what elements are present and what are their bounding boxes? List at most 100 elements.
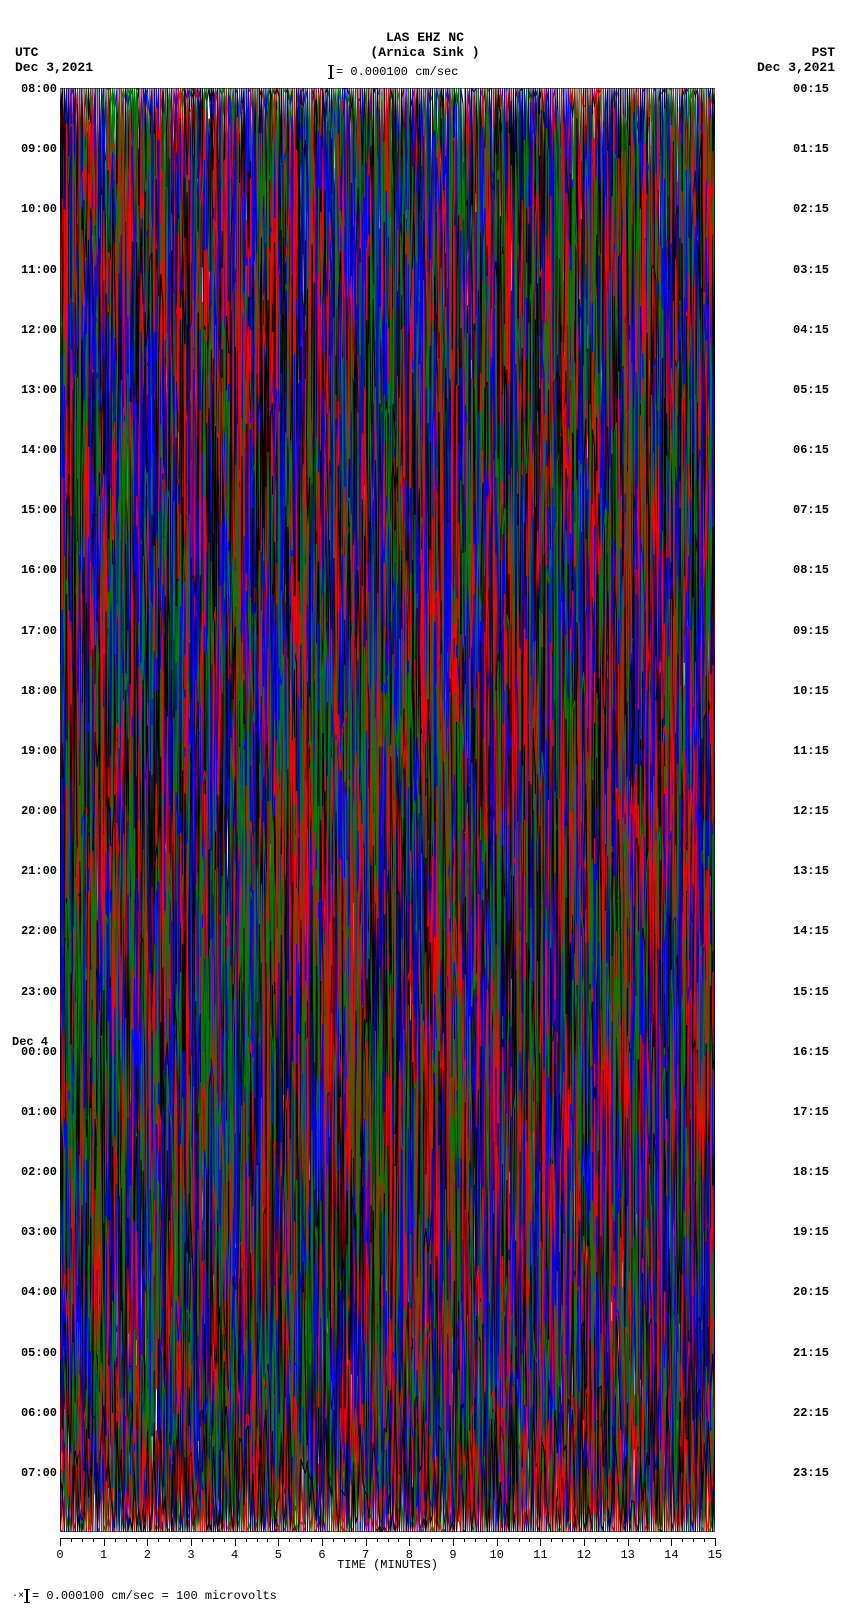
x-tick: 7 (366, 1538, 367, 1546)
tz-right-date: Dec 3,2021 (757, 60, 835, 75)
tz-left-label: UTC (15, 45, 93, 60)
scale-indicator: = 0.000100 cm/sec (330, 65, 458, 79)
x-tick-minor (388, 1538, 389, 1542)
x-tick: 1 (104, 1538, 105, 1546)
utc-time-label: 06:00 (21, 1406, 57, 1420)
utc-time-label: 21:00 (21, 864, 57, 878)
utc-time-label: 15:00 (21, 503, 57, 517)
x-tick-minor (213, 1538, 214, 1542)
x-tick: 13 (628, 1538, 629, 1546)
x-tick-minor (311, 1538, 312, 1542)
chart-title: LAS EHZ NC (Arnica Sink ) (0, 30, 850, 60)
pst-time-label: 02:15 (793, 202, 829, 216)
tz-right-label: PST (757, 45, 835, 60)
x-tick-minor (420, 1538, 421, 1542)
x-tick-minor (355, 1538, 356, 1542)
x-tick-minor (431, 1538, 432, 1542)
x-tick-minor (93, 1538, 94, 1542)
x-tick-minor (486, 1538, 487, 1542)
pst-time-label: 09:15 (793, 624, 829, 638)
x-tick-minor (246, 1538, 247, 1542)
x-tick-minor (136, 1538, 137, 1542)
utc-time-label: 07:00 (21, 1466, 57, 1480)
pst-time-label: 17:15 (793, 1105, 829, 1119)
pst-time-label: 04:15 (793, 323, 829, 337)
x-tick: 14 (671, 1538, 672, 1546)
pst-time-label: 08:15 (793, 563, 829, 577)
timezone-left: UTC Dec 3,2021 (15, 45, 93, 75)
pst-time-label: 15:15 (793, 985, 829, 999)
x-tick-minor (377, 1538, 378, 1542)
x-tick: 5 (278, 1538, 279, 1546)
x-tick: 4 (235, 1538, 236, 1546)
footer-scale-mark-icon (26, 1589, 28, 1603)
pst-time-labels: 00:1501:1502:1503:1504:1505:1506:1507:15… (793, 88, 838, 1532)
pst-time-label: 01:15 (793, 142, 829, 156)
x-tick-minor (529, 1538, 530, 1542)
pst-time-label: 07:15 (793, 503, 829, 517)
utc-time-label: 04:00 (21, 1285, 57, 1299)
x-tick-minor (595, 1538, 596, 1542)
x-tick-minor (606, 1538, 607, 1542)
utc-time-label: 10:00 (21, 202, 57, 216)
utc-time-label: 11:00 (21, 263, 57, 277)
x-tick-minor (289, 1538, 290, 1542)
x-tick-minor (519, 1538, 520, 1542)
pst-time-label: 00:15 (793, 82, 829, 96)
utc-time-labels: 08:0009:0010:0011:0012:0013:0014:0015:00… (12, 88, 57, 1532)
utc-time-label: 02:00 (21, 1165, 57, 1179)
x-tick-minor (639, 1538, 640, 1542)
x-tick-minor (71, 1538, 72, 1542)
pst-time-label: 23:15 (793, 1466, 829, 1480)
pst-time-label: 05:15 (793, 383, 829, 397)
x-tick-minor (82, 1538, 83, 1542)
timezone-right: PST Dec 3,2021 (757, 45, 835, 75)
x-tick-minor (442, 1538, 443, 1542)
x-tick-minor (300, 1538, 301, 1542)
x-tick: 2 (147, 1538, 148, 1546)
x-tick-minor (464, 1538, 465, 1542)
pst-time-label: 16:15 (793, 1045, 829, 1059)
x-tick-minor (704, 1538, 705, 1542)
x-tick: 11 (540, 1538, 541, 1546)
x-tick-minor (650, 1538, 651, 1542)
x-tick-minor (115, 1538, 116, 1542)
x-tick-minor (267, 1538, 268, 1542)
pst-time-label: 21:15 (793, 1346, 829, 1360)
footer-prefix: ·× (12, 1591, 24, 1602)
x-tick: 12 (584, 1538, 585, 1546)
scale-mark-icon (330, 65, 332, 79)
pst-time-label: 03:15 (793, 263, 829, 277)
x-tick-minor (158, 1538, 159, 1542)
pst-time-label: 14:15 (793, 924, 829, 938)
x-tick-minor (333, 1538, 334, 1542)
x-tick: 9 (453, 1538, 454, 1546)
utc-time-label: 00:00 (21, 1045, 57, 1059)
x-tick: 0 (60, 1538, 61, 1546)
x-tick-minor (344, 1538, 345, 1542)
x-tick: 6 (322, 1538, 323, 1546)
x-tick-minor (682, 1538, 683, 1542)
pst-time-label: 18:15 (793, 1165, 829, 1179)
utc-time-label: 20:00 (21, 804, 57, 818)
x-tick-minor (398, 1538, 399, 1542)
pst-time-label: 10:15 (793, 684, 829, 698)
pst-time-label: 13:15 (793, 864, 829, 878)
title-main: LAS EHZ NC (0, 30, 850, 45)
pst-time-label: 11:15 (793, 744, 829, 758)
utc-time-label: 13:00 (21, 383, 57, 397)
pst-time-label: 20:15 (793, 1285, 829, 1299)
helicorder-plot (60, 88, 715, 1532)
utc-time-label: 22:00 (21, 924, 57, 938)
utc-time-label: 16:00 (21, 563, 57, 577)
utc-time-label: 08:00 (21, 82, 57, 96)
x-tick-minor (169, 1538, 170, 1542)
utc-time-label: 14:00 (21, 443, 57, 457)
footer-scale: ·× = 0.000100 cm/sec = 100 microvolts (12, 1589, 277, 1603)
utc-time-label: 01:00 (21, 1105, 57, 1119)
x-tick-minor (562, 1538, 563, 1542)
utc-time-label: 12:00 (21, 323, 57, 337)
x-tick-minor (551, 1538, 552, 1542)
pst-time-label: 06:15 (793, 443, 829, 457)
utc-time-label: 05:00 (21, 1346, 57, 1360)
